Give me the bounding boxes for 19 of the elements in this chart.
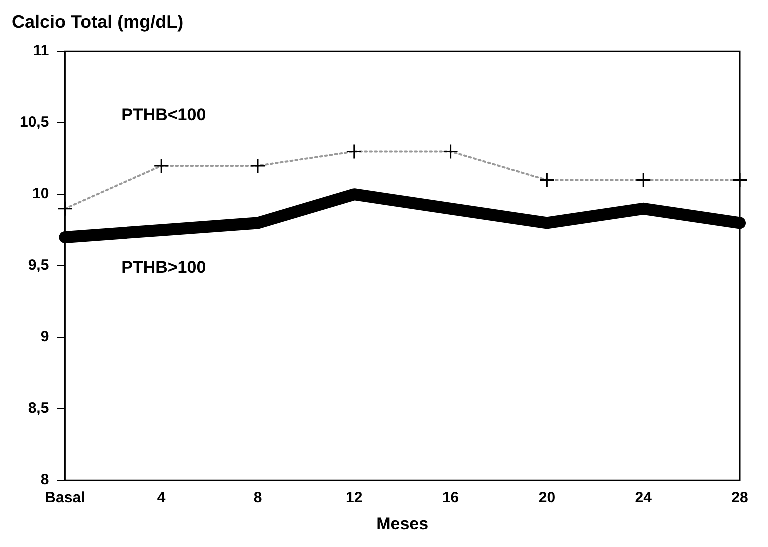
- chart-title: Calcio Total (mg/dL): [12, 12, 184, 32]
- x-tick-label: 4: [157, 490, 166, 507]
- x-tick-label: Basal: [45, 490, 86, 507]
- x-tick-label: 16: [442, 490, 460, 507]
- x-tick-label: 24: [635, 490, 653, 507]
- y-tick-label: 11: [33, 42, 50, 60]
- y-tick-label: 10,5: [20, 114, 50, 132]
- text: PTHB<100: [122, 106, 206, 125]
- x-tick-label: 12: [346, 490, 363, 507]
- y-tick-label: 9: [40, 328, 50, 346]
- y-tick-label: 9,5: [28, 257, 50, 274]
- y-tick-label: 8: [40, 472, 50, 489]
- y-tick-label: 10: [32, 186, 50, 203]
- x-tick-label: 8: [254, 490, 262, 507]
- x-tick-label: 28: [732, 490, 748, 507]
- x-axis-title: Meses: [376, 514, 429, 534]
- x-tick-label: 20: [538, 490, 556, 507]
- y-tick-label: 8,5: [28, 400, 50, 418]
- series-label: PTHB>100: [122, 258, 206, 278]
